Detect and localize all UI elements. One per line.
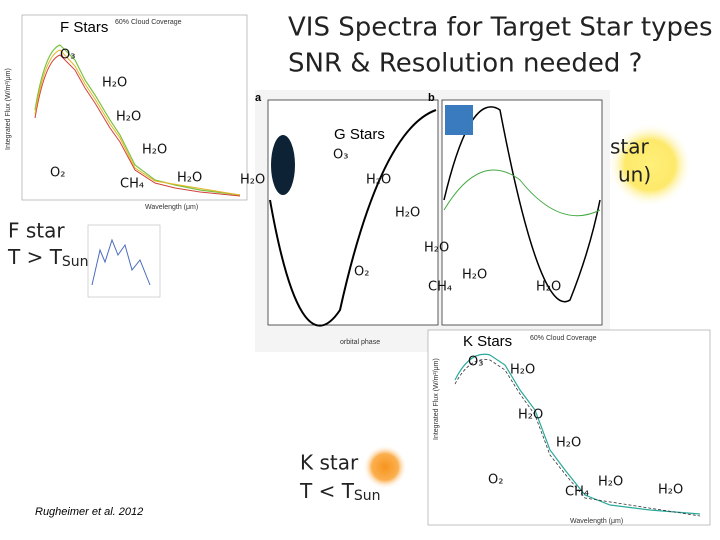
molecule-label: H₂O xyxy=(556,436,581,451)
g-x-label: orbital phase xyxy=(340,339,380,346)
molecule-label: CH₄ xyxy=(565,485,589,500)
k-plot xyxy=(427,329,711,526)
f-star-text: F star T > TSun xyxy=(7,219,89,271)
relation: T < T xyxy=(299,479,355,503)
molecule-label: H₂O xyxy=(424,241,449,256)
g-panel-label: b xyxy=(428,92,435,104)
molecule-label: O₃ xyxy=(60,48,75,63)
molecule-label: H₂O xyxy=(240,173,265,188)
sun-disc xyxy=(608,123,692,207)
title-line: SNR & Resolution needed ? xyxy=(288,49,642,79)
k-x-label: Wavelength (μm) xyxy=(570,518,623,525)
molecule-label: H₂O xyxy=(518,408,543,423)
f-curve xyxy=(34,44,241,196)
molecule-label: H₂O xyxy=(102,76,127,91)
molecule-label: O₃ xyxy=(468,355,483,370)
molecule-label: CH₄ xyxy=(428,280,452,295)
citation: Rugheimer et al. 2012 xyxy=(35,506,143,518)
f-y-label: Integrated Flux (W/m²/μm) xyxy=(5,68,12,150)
molecule-label: H₂O xyxy=(510,363,535,378)
molecule-label: O₃ xyxy=(333,148,348,163)
relation: T > T xyxy=(7,245,63,269)
f-curve xyxy=(34,49,241,196)
molecule-label: H₂O xyxy=(395,206,420,221)
g-curve xyxy=(269,109,437,327)
g-panel-label: a xyxy=(255,92,262,104)
g-heading: G Stars xyxy=(334,126,385,143)
map-inset xyxy=(445,105,473,135)
g-plot xyxy=(255,90,610,352)
star-relation: T > TSun xyxy=(7,245,89,271)
k-y-label: Integrated Flux (W/m²/μm) xyxy=(433,358,440,440)
title: VIS Spectra for Target Star types SNR & … xyxy=(288,13,713,79)
inset-frame xyxy=(87,224,161,298)
molecule-label: H₂O xyxy=(598,475,623,490)
f-caption: 60% Cloud Coverage xyxy=(115,19,182,26)
molecule-label: H₂O xyxy=(177,171,202,186)
star-name: F star xyxy=(8,219,65,243)
molecule-label: O₂ xyxy=(488,473,503,488)
planet xyxy=(271,135,295,195)
molecule-label: O₂ xyxy=(50,166,65,181)
g-panel-a xyxy=(267,99,439,326)
inset-curve xyxy=(91,238,151,286)
k-disc xyxy=(363,445,407,489)
f-plot xyxy=(21,14,248,201)
molecule-label: O₂ xyxy=(354,265,369,280)
g-curve xyxy=(443,106,601,303)
k-plot-frame xyxy=(427,329,711,526)
g-star-text: star un) xyxy=(610,135,651,187)
molecule-label: H₂O xyxy=(462,268,487,283)
subscript: Sun xyxy=(354,488,381,504)
f-x-label: Wavelength (μm) xyxy=(145,204,198,211)
molecule-label: H₂O xyxy=(536,280,561,295)
f-heading: F Stars xyxy=(60,19,108,36)
star-fragment: un) xyxy=(618,163,651,187)
star-relation: T < TSun xyxy=(299,479,381,505)
star-name: K star xyxy=(300,451,359,475)
subscript: Sun xyxy=(62,254,89,270)
k-caption: 60% Cloud Coverage xyxy=(530,335,597,342)
molecule-label: H₂O xyxy=(142,143,167,158)
star-name: star xyxy=(610,135,650,159)
f-inset xyxy=(87,224,161,298)
title-line: VIS Spectra for Target Star types xyxy=(288,13,713,43)
molecule-label: H₂O xyxy=(116,110,141,125)
g-curve xyxy=(443,169,601,217)
k-curve xyxy=(454,353,701,515)
k-heading: K Stars xyxy=(463,333,512,350)
molecule-label: H₂O xyxy=(658,483,683,498)
molecule-label: H₂O xyxy=(366,173,391,188)
f-curve xyxy=(34,54,241,197)
k-star-text: K star T < TSun xyxy=(299,451,381,505)
molecule-label: CH₄ xyxy=(120,177,144,192)
